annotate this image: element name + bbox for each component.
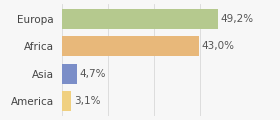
- Bar: [62, 64, 76, 84]
- Text: 3,1%: 3,1%: [74, 96, 101, 106]
- Text: 49,2%: 49,2%: [221, 14, 254, 24]
- Text: 43,0%: 43,0%: [201, 41, 234, 51]
- Bar: [62, 9, 218, 29]
- Text: 4,7%: 4,7%: [79, 69, 106, 79]
- Bar: [62, 91, 71, 111]
- Bar: [62, 36, 199, 56]
